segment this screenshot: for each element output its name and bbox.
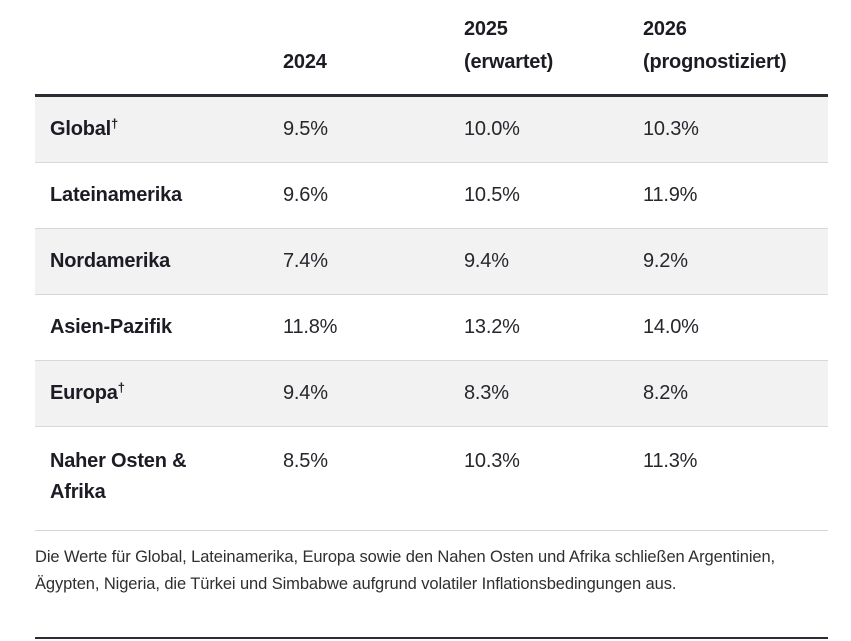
row-label: Europa† (50, 378, 228, 409)
value-2025: 13.2% (464, 316, 520, 338)
value-2024: 8.5% (283, 450, 328, 472)
row-label: Asien-Pazifik (50, 312, 228, 343)
header-2025-line1: 2025 (464, 18, 508, 40)
table-row-nordamerika: Nordamerika 7.4% 9.4% 9.2% (35, 229, 828, 295)
table-row-asien-pazifik: Asien-Pazifik 11.8% 13.2% 14.0% (35, 295, 828, 361)
value-2024: 7.4% (283, 250, 328, 272)
dagger-footnote-marker: † (111, 116, 119, 131)
header-2024-line1: 2024 (283, 51, 327, 73)
table-row-global: Global† 9.5% 10.0% 10.3% (35, 97, 828, 163)
value-2026: 8.2% (643, 382, 688, 404)
value-2025: 8.3% (464, 382, 509, 404)
header-2026-prognostiziert: 2026 (prognostiziert) (643, 13, 828, 79)
value-2025: 10.0% (464, 118, 520, 140)
value-2026: 9.2% (643, 250, 688, 272)
value-2026: 11.3% (643, 450, 698, 472)
value-2024: 9.4% (283, 382, 328, 404)
row-label: Lateinamerika (50, 180, 228, 211)
header-2025-erwartet: 2025 (erwartet) (464, 13, 643, 79)
bottom-divider-rule (35, 637, 828, 639)
header-2026-line1: 2026 (643, 18, 687, 40)
value-2024: 9.5% (283, 118, 328, 140)
header-2024: 2024 (283, 46, 464, 79)
row-label-text: Global (50, 118, 112, 140)
row-label-text: Asien-Pazifik (50, 316, 172, 338)
dagger-footnote-marker: † (117, 380, 125, 395)
value-2026: 14.0% (643, 316, 699, 338)
table-row-lateinamerika: Lateinamerika 9.6% 10.5% 11.9% (35, 163, 828, 229)
row-label-text: Europa (50, 382, 118, 404)
value-2026: 10.3% (643, 118, 699, 140)
row-label-text: Naher Osten & Afrika (50, 450, 187, 503)
value-2025: 10.3% (464, 450, 520, 472)
row-label-text: Nordamerika (50, 250, 171, 272)
table-row-naher-osten-afrika: Naher Osten & Afrika 8.5% 10.3% 11.3% (35, 427, 828, 531)
table-footnote: Die Werte für Global, Lateinamerika, Eur… (35, 548, 776, 593)
cost-trend-table: 2024 2025 (erwartet) 2026 (prognostizier… (35, 0, 828, 598)
value-2025: 10.5% (464, 184, 520, 206)
table-header-row: 2024 2025 (erwartet) 2026 (prognostizier… (35, 0, 828, 97)
table-row-europa: Europa† 9.4% 8.3% 8.2% (35, 361, 828, 427)
row-label-text: Lateinamerika (50, 184, 182, 206)
header-2025-line2: (erwartet) (464, 51, 554, 73)
value-2024: 11.8% (283, 316, 338, 338)
value-2025: 9.4% (464, 250, 509, 272)
row-label: Global† (50, 114, 228, 145)
header-2026-line2: (prognostiziert) (643, 51, 787, 73)
row-label: Nordamerika (50, 246, 228, 277)
value-2024: 9.6% (283, 184, 328, 206)
value-2026: 11.9% (643, 184, 698, 206)
row-label: Naher Osten & Afrika (50, 446, 228, 508)
